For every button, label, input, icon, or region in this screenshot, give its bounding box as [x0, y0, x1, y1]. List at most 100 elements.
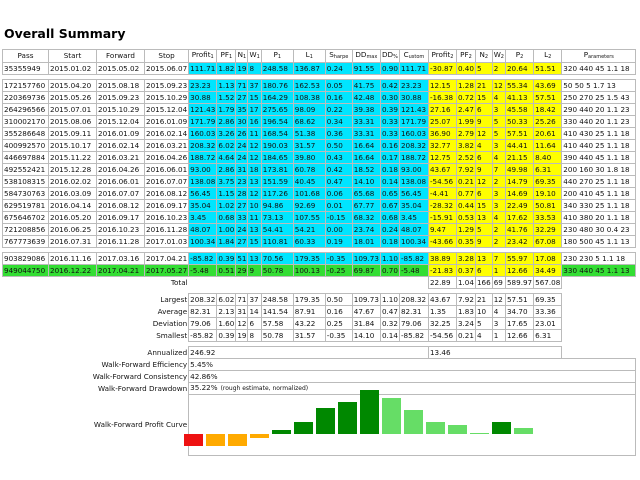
table-cell: 1.79	[216, 103, 237, 116]
annualized-value-2: 13.46	[427, 346, 563, 359]
table-cell: 14.79	[504, 175, 535, 188]
table-cell: 12	[491, 79, 506, 92]
table-row[interactable]: 35355949 2015.01.02 2015.05.02 2015.06.07 11…	[2, 62, 637, 75]
table-cell: 2015.09.23	[143, 79, 190, 92]
profit-bar	[272, 429, 291, 434]
table-cell: 12.75	[427, 151, 457, 164]
table-cell: 14.10	[351, 175, 381, 188]
profit-curve-chart	[184, 386, 576, 448]
table-cell: 17	[247, 103, 262, 116]
table-row[interactable]: 492552421 2015.12.28 2016.04.26 2016.06.01 9…	[2, 163, 637, 176]
table-cell: 14.69	[504, 187, 535, 200]
table-row[interactable]: 903829086 2016.11.16 2017.03.16 2017.04.21-…	[2, 252, 637, 265]
table-cell: 4	[491, 151, 506, 164]
stats-value: 31.57	[292, 329, 326, 342]
walk-forward-percent: 42.86%	[190, 371, 218, 381]
table-cell: 51.51	[533, 62, 563, 75]
column-header-label: N	[479, 50, 485, 60]
stats-value: 8	[247, 329, 262, 342]
table-cell: 20.61	[533, 127, 563, 140]
stats-value: 208.32	[188, 293, 218, 306]
column-header-label: PF	[460, 50, 469, 60]
table-row[interactable]: 675646702 2016.05.20 2016.09.17 2016.10.23 3…	[2, 211, 637, 224]
table-cell: 0.18	[379, 235, 400, 248]
table-cell: 43.67	[427, 163, 457, 176]
table-cell: 56.45	[188, 187, 218, 200]
profit-bar	[294, 422, 313, 434]
profit-bar	[360, 390, 379, 434]
table-cell: 2016.11.28	[96, 235, 145, 248]
table-cell: 7	[491, 252, 506, 265]
empty-cell	[352, 277, 380, 289]
table-row[interactable]: 584730763 2016.03.09 2016.07.07 2016.08.12 5…	[2, 187, 637, 200]
table-cell: 6	[474, 103, 493, 116]
table-cell: 1.13	[216, 79, 237, 92]
table-cell: 355286648	[2, 127, 49, 140]
table-cell: 12	[474, 175, 493, 188]
table-cell: 2015.11.22	[48, 151, 97, 164]
table-cell: 2017.01.03	[143, 235, 190, 248]
table-cell: 6.02	[216, 139, 237, 152]
table-row[interactable]: 767773639 2016.07.31 2016.11.28 2017.01.03 1…	[2, 235, 637, 248]
table-cell: 67.08	[533, 235, 563, 248]
column-header-label: P	[583, 50, 589, 60]
column-header-label: Stop	[158, 51, 175, 60]
table-row[interactable]: 310002170 2015.08.06 2015.12.04 2016.01.09 1…	[2, 115, 637, 128]
table-row[interactable]: 172157760 2015.04.20 2015.08.18 2015.09.23 2…	[2, 79, 637, 92]
stats-value: 0.16	[324, 305, 353, 318]
walk-forward-row: Walk-Forward Efficiency 5.45%	[3, 358, 637, 371]
table-row[interactable]: 400992570 2015.10.17 2016.02.14 2016.03.21 2…	[2, 139, 637, 152]
table-cell: 35355949	[2, 62, 49, 75]
stats-value: -85.82	[398, 329, 429, 342]
total-w2: 69	[491, 276, 506, 289]
stats-value: 43.22	[292, 317, 326, 330]
table-row[interactable]: 264296566 2015.07.01 2015.10.29 2015.12.04 1…	[2, 103, 637, 116]
column-header-label: L	[305, 50, 310, 60]
table-cell: 0.65	[379, 187, 400, 200]
stats-value: 0.39	[216, 329, 237, 342]
column-header-label: Forward	[106, 51, 135, 60]
column-header: DDmax	[351, 49, 381, 63]
table-cell: 2016.06.25	[48, 223, 97, 236]
stats-value: 4	[491, 305, 506, 318]
table-row[interactable]: 446697884 2015.11.22 2016.03.21 2016.04.26 1…	[2, 151, 637, 164]
table-row[interactable]: 355286648 2015.09.11 2016.01.09 2016.02.14 1…	[2, 127, 637, 140]
table-cell: -0.15	[324, 211, 353, 224]
table-cell: 6.31	[533, 163, 563, 176]
table-cell: -43.66	[427, 235, 457, 248]
table-cell: 41.13	[504, 91, 535, 104]
table-cell: 2016.08.12	[143, 187, 190, 200]
table-row[interactable]: 220369736 2015.05.26 2015.09.23 2015.10.29 3…	[2, 91, 637, 104]
empty-cell	[399, 277, 428, 289]
table-row[interactable]: 629519781 2016.04.14 2016.08.12 2016.09.17 3…	[2, 199, 637, 212]
table-row[interactable]: 949044750 2016.12.22 2017.04.21 2017.05.27-…	[2, 264, 637, 277]
empty-cell	[380, 277, 399, 289]
table-cell: 121.43	[398, 103, 429, 116]
table-cell: 190.03	[260, 139, 294, 152]
table-cell: 31	[235, 163, 249, 176]
table-cell: 2015.01.02	[48, 62, 97, 75]
table-row[interactable]: 538108315 2016.02.02 2016.06.01 2016.07.07 1…	[2, 175, 637, 188]
table-cell: 629519781	[2, 199, 49, 212]
table-cell: 2016.01.09	[143, 115, 190, 128]
column-header: Forward	[96, 49, 145, 63]
column-header-subscript: 2	[450, 54, 454, 60]
stats-value: 179.35	[292, 293, 326, 306]
table-cell: 0.21	[455, 175, 476, 188]
table-cell: 2015.10.29	[96, 103, 145, 116]
table-cell: 4.64	[216, 151, 237, 164]
table-cell: 0.14	[379, 175, 400, 188]
profit-bar	[448, 424, 467, 434]
table-cell: 180.76	[260, 79, 294, 92]
table-cell: -0.25	[324, 264, 353, 277]
table-row[interactable]: 721208856 2016.06.25 2016.10.23 2016.11.28 4…	[2, 223, 637, 236]
table-cell: 1.82	[216, 62, 237, 75]
stats-row: Largest 208.32 6.02 71 37 248.58 179.35 0.50 109…	[3, 293, 636, 306]
table-cell: 18	[247, 163, 262, 176]
table-cell: 230 480 30 0.4 23	[561, 223, 637, 236]
column-header: P2	[504, 49, 535, 63]
table-cell: 22.49	[504, 199, 535, 212]
table-cell: 3.75	[216, 175, 237, 188]
profit-bar	[426, 421, 445, 434]
empty-cell	[562, 318, 636, 330]
